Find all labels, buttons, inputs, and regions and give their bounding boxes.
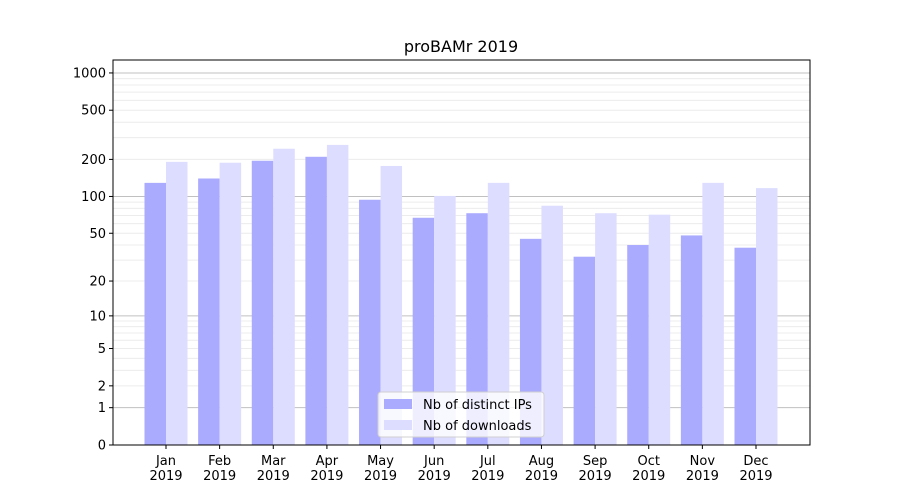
x-tick-label-line: 2019 [364,469,397,484]
bar-ips [573,256,596,445]
y-tick-label: 10 [89,309,106,324]
bar-ips [305,156,327,445]
x-tick-label: Aug 2019 [525,454,558,484]
x-tick-label: Dec 2019 [739,454,772,484]
x-tick-label-line: May [367,454,394,469]
bar-downloads [434,195,456,445]
y-tick-label: 5 [98,342,106,357]
bar-downloads [648,214,671,445]
x-tick-label-line: 2019 [149,469,182,484]
legend: Nb of distinct IPs Nb of downloads [377,391,545,438]
x-tick-label-line: Jun [423,454,444,469]
x-tick-label: Feb 2019 [203,454,236,484]
x-tick-label-line: 2019 [686,469,719,484]
bar-downloads [702,182,724,445]
legend-swatch [384,420,412,430]
y-tick-label: 2 [98,379,106,394]
bar-downloads [166,161,188,445]
y-tick-label: 20 [89,275,106,290]
plot-frame [112,59,811,446]
bar-downloads [756,188,778,446]
y-tick-label: 50 [89,227,106,242]
x-tick-label-line: 2019 [579,469,612,484]
bar-ips [680,235,703,445]
bar-ips [251,160,274,445]
bar-downloads [487,182,510,445]
bar-downloads [219,162,242,445]
bar-downloads [273,148,295,445]
x-tick-label-line: 2019 [632,469,665,484]
x-tick-label-line: 2019 [203,469,236,484]
bar-downloads [541,205,563,445]
x-tick-label: Jul 2019 [471,454,504,484]
legend-label: Nb of downloads [423,419,532,434]
x-tick-label-line: Aug [529,454,554,469]
bar-ips [627,245,649,445]
bar-ips [144,182,166,445]
x-tick-label-line: Apr [316,454,339,469]
x-tick-label-line: Jul [479,454,496,469]
bar-ips [412,217,435,445]
bar-downloads [595,213,617,445]
x-tick-label: Nov 2019 [686,454,719,484]
bar-downloads [326,144,349,446]
bar-ips [734,247,756,445]
x-tick-label-line: 2019 [418,469,451,484]
x-tick-label: Jan 2019 [149,454,182,484]
bar-ips [359,199,381,445]
chart-title: proBAMr 2019 [404,37,518,56]
x-tick-label-line: 2019 [257,469,290,484]
y-tick-label: 100 [81,190,106,205]
x-tick-label-line: Feb [208,454,231,469]
y-tick-label: 200 [81,153,106,168]
x-tick-label-line: 2019 [739,469,772,484]
bar-ips [198,178,220,445]
y-tick-label: 0 [98,439,106,454]
x-tick-label-line: Oct [637,454,659,469]
x-tick-label-line: Jan [155,454,176,469]
x-tick-label-line: 2019 [310,469,343,484]
legend-label: Nb of distinct IPs [423,398,532,413]
y-tick-label: 1 [98,401,106,416]
x-tick-label-line: Sep [583,454,608,469]
x-tick-label-line: 2019 [525,469,558,484]
bar-ips [466,213,488,445]
x-tick-label: Jun 2019 [418,454,451,484]
x-tick-label-line: 2019 [471,469,504,484]
legend-box [377,391,545,438]
x-tick-label: Apr 2019 [310,454,343,484]
x-tick-label-line: Dec [743,454,768,469]
y-tick-label: 500 [81,104,106,119]
legend-swatch [384,399,412,409]
x-tick-label-line: Mar [261,454,286,469]
x-tick-label: May 2019 [364,454,397,484]
x-tick-label-line: Nov [690,454,716,469]
x-tick-label: Sep 2019 [579,454,612,484]
x-tick-label: Mar 2019 [257,454,290,484]
y-tick-label: 1000 [73,66,106,81]
bar-downloads [380,165,403,445]
x-tick-label: Oct 2019 [632,454,665,484]
